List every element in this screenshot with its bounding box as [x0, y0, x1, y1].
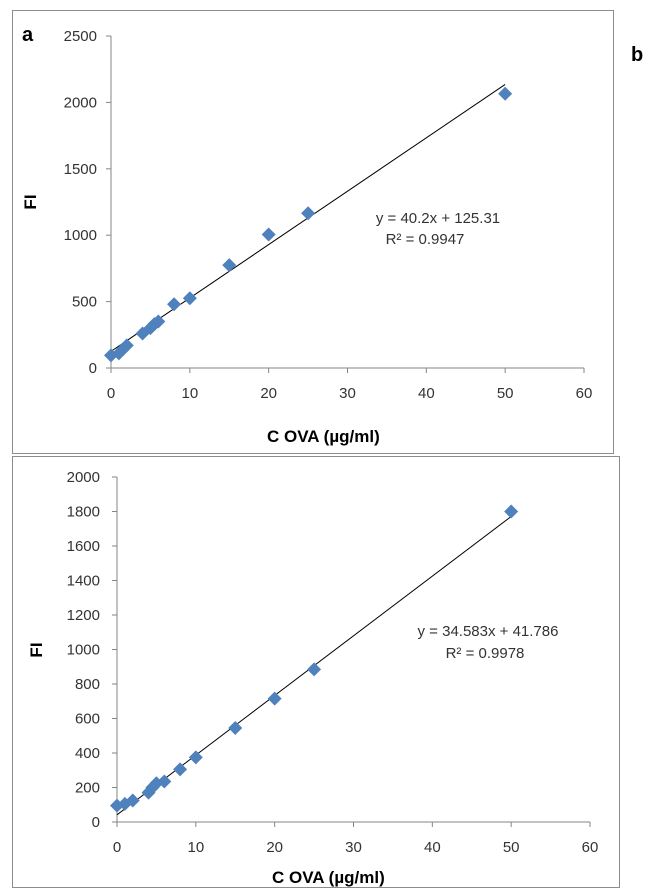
chart-a-x-tick-label: 40: [418, 385, 435, 402]
chart-b-x-tick-label: 0: [113, 839, 121, 856]
chart-b-y-tick-label: 800: [75, 676, 100, 693]
chart-a-data-point: [301, 206, 316, 221]
chart-b-equation: y = 34.583x + 41.786: [418, 623, 559, 640]
chart-a-x-axis-title: C OVA (µg/ml): [267, 427, 380, 446]
chart-b-y-tick-label: 400: [75, 745, 100, 762]
chart-b-x-tick-label: 30: [345, 839, 362, 856]
panel-label-b: b: [631, 44, 644, 66]
chart-b-x-axis-title: C OVA (µg/ml): [272, 868, 385, 887]
chart-b-data-point: [157, 774, 172, 789]
chart-b-y-tick-label: 0: [92, 814, 100, 831]
chart-b-x-tick-label: 10: [187, 839, 204, 856]
chart-b-y-tick-label: 2000: [67, 469, 100, 486]
chart-a-y-tick-label: 1500: [64, 161, 97, 178]
chart-b-data-point: [173, 762, 188, 777]
chart-a-data-point: [182, 291, 197, 306]
chart-b-y-tick-label: 1400: [67, 573, 100, 590]
chart-b-data-point: [125, 793, 140, 808]
chart-a-data-point: [261, 227, 276, 242]
chart-b-y-tick-label: 1600: [67, 538, 100, 555]
chart-b-data-point: [228, 720, 243, 735]
chart-a-x-tick-label: 20: [260, 385, 277, 402]
chart-a-x-tick-label: 10: [181, 385, 198, 402]
chart-a-y-axis-title: FI: [21, 194, 40, 209]
chart-a-x-tick-label: 60: [576, 385, 593, 402]
chart-b-y-tick-label: 1000: [67, 642, 100, 659]
chart-b-y-tick-label: 200: [75, 780, 100, 797]
chart-a-x-tick-label: 0: [107, 385, 115, 402]
chart-b-data-point: [267, 691, 282, 706]
chart-b-y-tick-label: 1200: [67, 607, 100, 624]
chart-b-x-tick-label: 50: [503, 839, 520, 856]
chart-a-frame: [12, 10, 614, 454]
chart-a-equation: y = 40.2x + 125.31: [376, 210, 500, 227]
chart-a-x-tick-label: 30: [339, 385, 356, 402]
chart-b-y-axis-title: FI: [27, 642, 46, 657]
chart-a-y-tick-label: 500: [72, 294, 97, 311]
chart-a-data-point: [498, 86, 513, 101]
chart-a-y-tick-label: 0: [89, 360, 97, 377]
chart-b-r-squared: R² = 0.9978: [446, 645, 525, 662]
chart-b-data-point: [504, 504, 519, 519]
panel-label-a: a: [22, 24, 34, 46]
chart-a-data-point: [167, 297, 182, 312]
chart-a-y-tick-label: 1000: [64, 227, 97, 244]
chart-b-x-tick-label: 40: [424, 839, 441, 856]
chart-b-data-point: [188, 750, 203, 765]
chart-a-data-point: [119, 338, 134, 353]
chart-b-y-tick-label: 600: [75, 711, 100, 728]
chart-b-y-tick-label: 1800: [67, 504, 100, 521]
chart-a-y-tick-label: 2000: [64, 94, 97, 111]
chart-b-data-point: [307, 662, 322, 677]
chart-b-x-tick-label: 20: [266, 839, 283, 856]
chart-a-data-point: [151, 314, 166, 329]
chart-a-r-squared: R² = 0.9947: [386, 231, 465, 248]
chart-b-x-tick-label: 60: [582, 839, 599, 856]
chart-a-y-tick-label: 2500: [64, 28, 97, 45]
chart-a-x-tick-label: 50: [497, 385, 514, 402]
chart-a-data-point: [222, 258, 237, 273]
